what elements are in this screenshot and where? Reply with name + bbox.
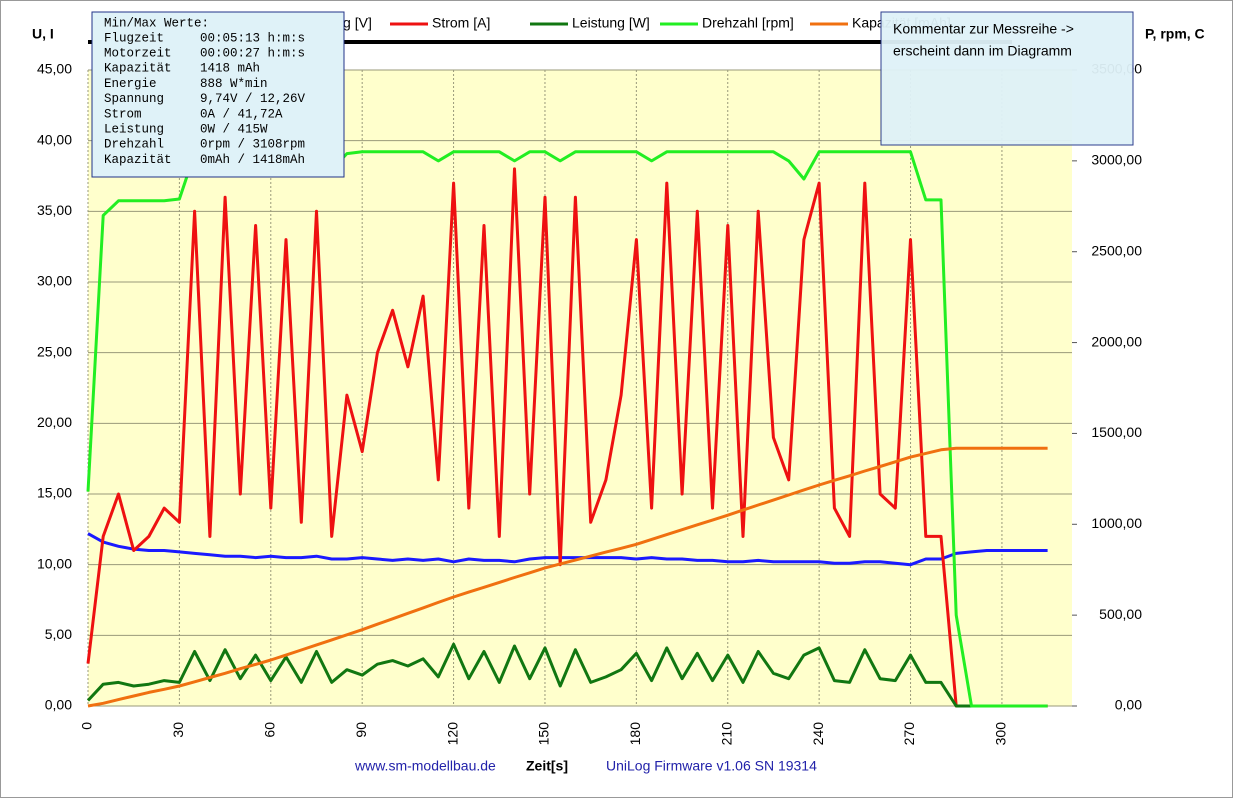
info-value: 0W / 415W [200,122,268,136]
info-value: 00:05:13 h:m:s [200,31,305,45]
y2-tick-label: 500,00 [1099,606,1142,622]
y-tick-label: 5,00 [45,626,72,642]
series-line [87,532,1048,567]
info-value: 1418 mAh [200,62,260,76]
info-value: 0A / 41,72A [200,107,283,121]
info-value: 0mAh / 1418mAh [200,153,305,167]
x-tick-label: 0 [79,722,95,730]
info-value: 00:00:27 h:m:s [200,46,305,60]
y2-tick-label: 0,00 [1115,697,1142,713]
info-label: Kapazität [104,153,172,167]
y-tick-label: 35,00 [37,202,72,218]
y-tick-label: 45,00 [37,61,72,77]
x-tick-label: 270 [901,722,917,746]
legend-label: Strom [A] [432,15,490,31]
x-tick-label: 90 [353,722,369,738]
series-line [86,167,1048,708]
y-tick-label: 40,00 [37,131,72,147]
y-tick-label: 15,00 [37,485,72,501]
y2-tick-label: 3000,00 [1091,152,1142,168]
info-label: Flugzeit [104,31,164,45]
info-label: Leistung [104,122,164,136]
comment-box [880,11,1134,146]
info-label: Motorzeit [104,46,172,60]
x-tick-label: 240 [810,722,826,746]
info-label: Drehzahl [104,138,164,152]
footer-left: www.sm-modellbau.de [354,758,496,774]
info-label: Energie [104,77,157,91]
x-axis-label: Zeit[s] [526,758,568,774]
x-tick-label: 60 [261,722,277,738]
info-value: 0rpm / 3108rpm [200,138,305,152]
y-axis-label: U, I [32,26,54,42]
x-tick-label: 180 [627,722,643,746]
y-tick-label: 30,00 [37,273,72,289]
y2-tick-label: 1500,00 [1091,424,1142,440]
y-tick-label: 20,00 [37,414,72,430]
info-box [91,11,345,178]
legend-label: Leistung [W] [572,15,650,31]
y-tick-label: 0,00 [45,697,72,713]
info-label: Kapazität [104,62,172,76]
y2-axis-label: P, rpm, C [1145,26,1205,42]
y2-tick-label: 1000,00 [1091,515,1142,531]
footer-right: UniLog Firmware v1.06 SN 19314 [606,758,817,774]
x-tick-label: 210 [718,722,734,746]
info-label: Spannung [104,92,164,106]
y2-tick-label: 2000,00 [1091,333,1142,349]
x-tick-label: 30 [170,722,186,738]
info-value: 9,74V / 12,26V [200,92,306,106]
info-title: Min/Max Werte: [104,16,209,30]
x-tick-label: 150 [536,722,552,746]
y2-tick-label: 2500,00 [1091,242,1142,258]
y-tick-label: 10,00 [37,555,72,571]
comment-line: Kommentar zur Messreihe -> [893,21,1074,37]
y-tick-label: 25,00 [37,343,72,359]
x-tick-label: 300 [993,722,1009,746]
x-tick-label: 120 [444,722,460,746]
legend-label: Drehzahl [rpm] [702,15,794,31]
series-line [87,446,1048,708]
comment-line: erscheint dann im Diagramm [893,43,1072,59]
info-label: Strom [104,107,142,121]
info-value: 888 W*min [200,77,268,91]
